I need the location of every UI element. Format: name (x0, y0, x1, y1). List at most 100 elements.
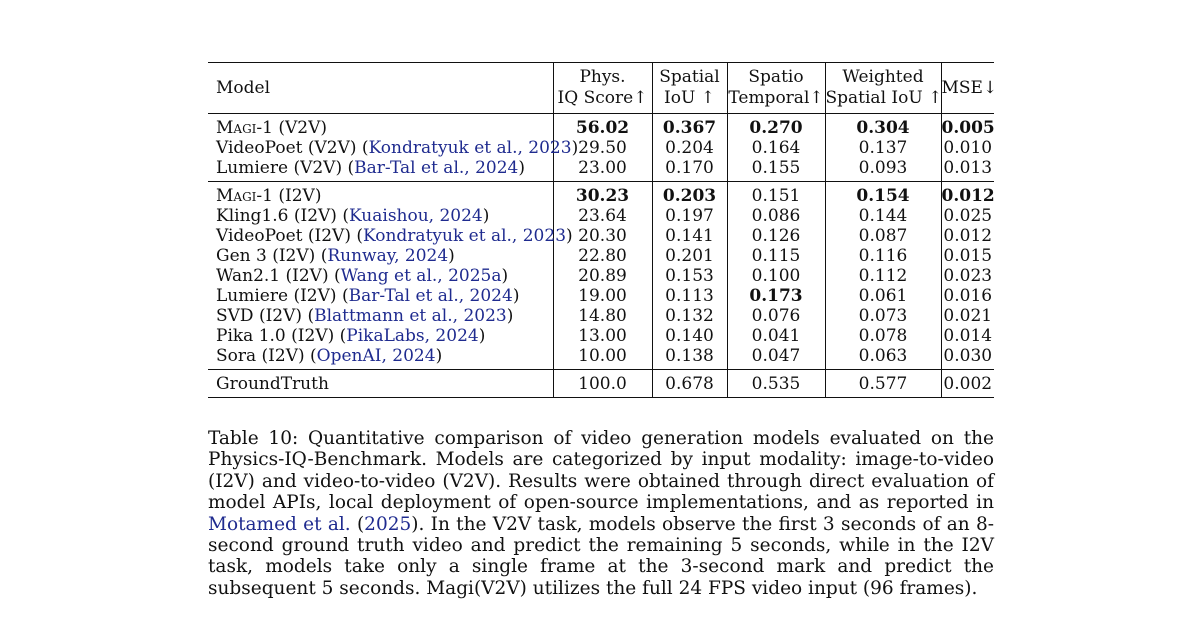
spatio-temporal-value: 0.155 (751, 158, 801, 178)
spatial-iou-value: 0.204 (665, 138, 714, 158)
mse-cell: 0.005 (941, 113, 995, 138)
spatio-temporal-cell: 0.164 (727, 138, 826, 158)
weighted-spatial-iou-cell: 0.144 (825, 206, 942, 226)
model-name: Lumiere (V2V) (216, 158, 348, 178)
citation-open-paren: ( (341, 286, 349, 306)
citation-link[interactable]: Bar-Tal et al., 2024 (354, 158, 519, 178)
spatio-temporal-value: 0.151 (751, 186, 801, 206)
spatial-iou-value: 0.132 (665, 306, 714, 326)
citation-close-paren: ) (506, 306, 514, 326)
phys-iq-score-value: 23.00 (578, 158, 627, 178)
table-row: Lumiere (V2V) (Bar-Tal et al., 2024) 23.0… (208, 158, 994, 182)
citation-open-paren: ( (347, 158, 355, 178)
spatial-iou-cell: 0.113 (652, 286, 728, 306)
phys-iq-score-value: 22.80 (578, 246, 627, 266)
spatio-temporal-value: 0.047 (751, 346, 801, 366)
model-name: Wan2.1 (I2V) (216, 266, 334, 286)
mse-cell: 0.014 (941, 326, 994, 346)
citation-link[interactable]: Wang et al., 2025a (340, 266, 502, 286)
table-row: Kling1.6 (I2V) (Kuaishou, 2024) 23.64 0.19… (208, 206, 994, 226)
mse-cell: 0.002 (941, 369, 994, 398)
phys-iq-score-value: 19.00 (578, 286, 627, 306)
spatial-iou-value: 0.201 (665, 246, 714, 266)
results-table-container: Model Phys. IQ Score↑ Spatial IoU ↑ Spatio… (208, 62, 997, 398)
spatio-temporal-cell: 0.270 (727, 113, 826, 138)
model-name: Magi-1 (216, 118, 273, 138)
phys-iq-score-value: 23.64 (578, 206, 627, 226)
weighted-spatial-iou-value: 0.154 (856, 186, 910, 206)
spatial-iou-value: 0.678 (665, 374, 714, 394)
spatio-temporal-cell: 0.151 (727, 181, 826, 206)
citation-link[interactable]: Kondratyuk et al., 2023 (368, 138, 572, 158)
table-row: Wan2.1 (I2V) (Wang et al., 2025a) 20.89 0.… (208, 266, 994, 286)
citation-link[interactable]: Kuaishou, 2024 (348, 206, 483, 226)
table-row: Lumiere (I2V) (Bar-Tal et al., 2024) 19.0… (208, 286, 994, 306)
mse-cell: 0.010 (941, 138, 994, 158)
phys-iq-score-value: 20.89 (578, 266, 627, 286)
citation-link[interactable]: Bar-Tal et al., 2024 (348, 286, 513, 306)
mse-cell: 0.016 (941, 286, 994, 306)
spatio-temporal-cell: 0.535 (727, 369, 826, 398)
weighted-spatial-iou-cell: 0.073 (825, 306, 942, 326)
spatial-iou-cell: 0.203 (652, 181, 728, 206)
mse-value: 0.015 (943, 246, 993, 266)
citation-link[interactable]: Kondratyuk et al., 2023 (363, 226, 567, 246)
weighted-spatial-iou-cell: 0.078 (825, 326, 942, 346)
phys-iq-score-cell: 100.0 (553, 369, 653, 398)
citation-close-paren: ) (501, 266, 509, 286)
phys-iq-score-value: 56.02 (575, 118, 630, 138)
spatial-iou-cell: 0.367 (652, 113, 728, 138)
mse-value: 0.030 (943, 346, 993, 366)
header-model: Model (208, 62, 554, 114)
spatio-temporal-cell: 0.126 (727, 226, 826, 246)
caption-citation-author-link[interactable]: Motamed et al. (208, 513, 351, 535)
phys-iq-score-cell: 23.00 (553, 158, 653, 182)
spatial-iou-value: 0.197 (665, 206, 714, 226)
spatial-iou-value: 0.141 (665, 226, 714, 246)
citation-open-paren: ( (339, 326, 347, 346)
model-name-cell: VideoPoet (I2V) (Kondratyuk et al., 2023… (208, 226, 573, 246)
model-name: Kling1.6 (I2V) (216, 206, 343, 226)
weighted-spatial-iou-cell: 0.093 (825, 158, 942, 182)
phys-iq-score-cell: 10.00 (553, 346, 653, 370)
spatial-iou-cell: 0.140 (652, 326, 728, 346)
mse-value: 0.016 (943, 286, 993, 306)
table-group-v2v: Magi-1 (V2V) 56.02 0.367 0.270 0.304 0.005 Vid… (208, 113, 995, 182)
citation-close-paren: ) (512, 286, 520, 306)
spatial-iou-value: 0.170 (665, 158, 714, 178)
weighted-spatial-iou-value: 0.137 (858, 138, 908, 158)
table-row: SVD (I2V) (Blattmann et al., 2023) 14.80 0… (208, 306, 994, 326)
spatio-temporal-cell: 0.047 (727, 346, 826, 370)
weighted-spatial-iou-value: 0.304 (856, 118, 910, 138)
mse-cell: 0.015 (941, 246, 994, 266)
table-row: VideoPoet (V2V) (Kondratyuk et al., 2023… (208, 138, 994, 158)
caption-citation-year-link[interactable]: 2025 (364, 513, 412, 535)
phys-iq-score-cell: 20.89 (553, 266, 653, 286)
weighted-spatial-iou-cell: 0.154 (825, 181, 942, 206)
mse-value: 0.013 (943, 158, 993, 178)
weighted-spatial-iou-value: 0.093 (858, 158, 908, 178)
mse-value: 0.014 (943, 326, 993, 346)
weighted-spatial-iou-value: 0.063 (858, 346, 908, 366)
weighted-spatial-iou-cell: 0.137 (825, 138, 942, 158)
mse-cell: 0.021 (941, 306, 994, 326)
model-name-cell: Magi-1 (I2V) (208, 181, 554, 206)
model-name-cell: SVD (I2V) (Blattmann et al., 2023) (208, 306, 554, 326)
weighted-spatial-iou-cell: 0.112 (825, 266, 942, 286)
citation-close-paren: ) (435, 346, 443, 366)
phys-iq-score-cell: 13.00 (553, 326, 653, 346)
citation-close-paren: ) (448, 246, 455, 266)
model-name-cell: Lumiere (I2V) (Bar-Tal et al., 2024) (208, 286, 554, 306)
model-name-cell: Lumiere (V2V) (Bar-Tal et al., 2024) (208, 158, 554, 182)
phys-iq-score-cell: 29.50 (553, 138, 653, 158)
mse-cell: 0.012 (941, 226, 994, 246)
spatio-temporal-value: 0.076 (751, 306, 801, 326)
weighted-spatial-iou-cell: 0.061 (825, 286, 942, 306)
model-name-cell: VideoPoet (V2V) (Kondratyuk et al., 2023… (208, 138, 578, 158)
citation-link[interactable]: Runway, 2024 (327, 246, 449, 266)
citation-link[interactable]: PikaLabs, 2024 (346, 326, 479, 346)
spatio-temporal-cell: 0.155 (727, 158, 826, 182)
citation-link[interactable]: OpenAI, 2024 (316, 346, 436, 366)
citation-link[interactable]: Blattmann et al., 2023 (314, 306, 507, 326)
model-name: VideoPoet (V2V) (216, 138, 362, 158)
